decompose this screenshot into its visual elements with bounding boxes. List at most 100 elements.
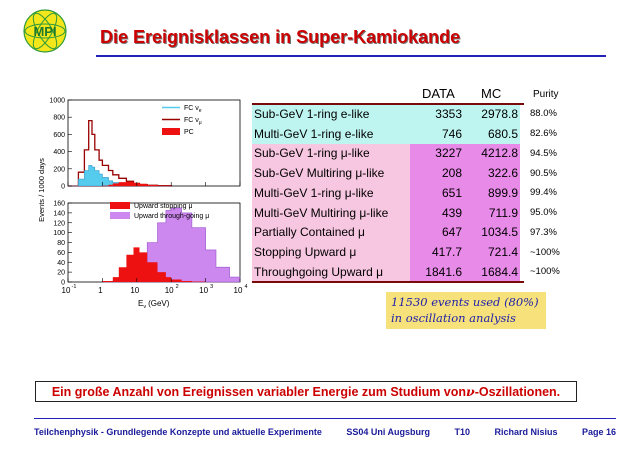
legend-label: FC νe	[184, 105, 202, 114]
y-tick-label: 120	[53, 220, 65, 227]
y-tick-label: 800	[53, 115, 65, 122]
row-data-value: 3227	[410, 143, 466, 164]
row-label: Stopping Upward μ	[252, 242, 410, 262]
y-tick-label: 1000	[49, 98, 65, 105]
x-tick-label: 10	[199, 286, 208, 295]
legend-label: Upward stopping μ	[134, 203, 193, 210]
footer-author: Richard Nisius	[494, 427, 558, 437]
row-purity-value: ~100%	[530, 266, 560, 278]
table-row: Sub-GeV 1-ring e-like 3353 2978.8 88.0%	[252, 104, 624, 124]
row-purity-value: 95.0%	[530, 207, 557, 219]
row-data-value: 3353	[410, 104, 466, 124]
row-mc-value: 4212.8	[466, 143, 520, 164]
row-mc-value: 322.6	[466, 163, 520, 183]
x-tick-label: 10	[165, 286, 174, 295]
row-purity-value: 94.5%	[530, 147, 557, 159]
row-mc-value: 680.5	[466, 123, 520, 144]
row-purity-value: 88.0%	[530, 108, 557, 120]
x-tick-label: 1	[98, 286, 103, 295]
table-row: Multi-GeV 1-ring e-like 746 680.5 82.6%	[252, 123, 624, 144]
y-tick-label: 0	[61, 280, 65, 287]
legend-label-main: FC ν	[184, 117, 199, 124]
y-axis-label: Events / 1000 days	[37, 158, 46, 222]
banner-text-after: -Oszillationen.	[474, 384, 561, 399]
row-data-value: 647	[410, 222, 466, 243]
row-label: Multi-GeV 1-ring e-like	[252, 123, 410, 144]
row-data-value: 1841.6	[410, 262, 466, 282]
row-label: Sub-GeV 1-ring e-like	[252, 104, 410, 124]
table-body: Sub-GeV 1-ring e-like 3353 2978.8 88.0% Mult…	[252, 103, 624, 283]
x-axis-label-unit: (GeV)	[148, 299, 170, 308]
x-tick-exponent: 4	[244, 284, 247, 290]
column-header-mc: MC	[481, 86, 502, 101]
footer-semester: SS04 Uni Augsburg	[346, 427, 431, 437]
row-data-value: 439	[410, 202, 466, 223]
y-tick-label: 600	[53, 132, 65, 139]
row-mc-value: 2978.8	[466, 104, 520, 124]
y-tick-label: 100	[53, 230, 65, 237]
row-data-value: 746	[410, 123, 466, 144]
series-pc	[68, 181, 172, 186]
x-tick-exponent: 2	[176, 284, 179, 290]
row-mc-value: 1034.5	[466, 222, 520, 243]
summary-banner: Ein große Anzahl von Ereignissen variabl…	[35, 381, 577, 402]
title-divider	[96, 55, 606, 57]
table-row: Sub-GeV Multiring μ-like 208 322.6 90.5%	[252, 163, 624, 183]
row-data-value: 208	[410, 163, 466, 183]
table-row: Stopping Upward μ 417.7 721.4 ~100%	[252, 242, 624, 262]
series-upward-stopping	[102, 247, 241, 282]
y-tick-label: 400	[53, 149, 65, 156]
legend-swatch	[110, 212, 130, 219]
logo-text: MPI	[33, 24, 56, 39]
row-purity-value: ~100%	[530, 246, 560, 258]
x-tick-label: 10	[234, 286, 243, 295]
banner-text-before: Ein große Anzahl von Ereignissen variabl…	[51, 384, 467, 399]
x-tick-label: 10	[62, 286, 71, 295]
page-title: Die Ereignisklassen in Super-Kamiokande	[100, 27, 461, 47]
row-data-value: 651	[410, 183, 466, 203]
x-tick-exponent: 3	[210, 284, 213, 290]
row-purity-value: 99.4%	[530, 187, 557, 199]
table-row: Partially Contained μ 647 1034.5 97.3%	[252, 222, 624, 243]
row-purity-value: 97.3%	[530, 226, 557, 238]
note-line-1: 11530 events used (80%)	[391, 295, 539, 309]
row-label: Partially Contained μ	[252, 222, 410, 243]
events-used-note: 11530 events used (80%) in oscillation a…	[386, 292, 546, 329]
event-class-table: DATA MC Purity Sub-GeV 1-ring e-like 3353…	[252, 86, 624, 283]
legend-swatch	[162, 128, 180, 135]
y-tick-label: 20	[57, 270, 65, 277]
row-purity-value: 82.6%	[530, 128, 557, 140]
mpi-logo: MPI	[23, 9, 67, 53]
footer: Teilchenphysik - Grundlegende Konzepte u…	[34, 427, 616, 437]
table-row: Sub-GeV 1-ring μ-like 3227 4212.8 94.5%	[252, 143, 624, 164]
row-label: Throughgoing Upward μ	[252, 262, 410, 282]
footer-divider	[34, 418, 616, 419]
footer-page: Page 16	[581, 427, 616, 437]
legend-label: FC νμ	[184, 117, 202, 126]
table-top-rule	[252, 103, 524, 105]
table-row: Throughgoing Upward μ 1841.6 1684.4 ~100%	[252, 262, 624, 282]
table-row: Multi-GeV Multiring μ-like 439 711.9 95.0%	[252, 202, 624, 223]
table-row: Multi-GeV 1-ring μ-like 651 899.9 99.4%	[252, 183, 624, 203]
row-label: Multi-GeV 1-ring μ-like	[252, 183, 410, 203]
legend-swatch	[110, 202, 130, 209]
row-mc-value: 899.9	[466, 183, 520, 203]
row-label: Sub-GeV 1-ring μ-like	[252, 143, 410, 164]
note-line-2: in oscillation analysis	[391, 311, 516, 325]
row-mc-value: 721.4	[466, 242, 520, 262]
y-tick-label: 140	[53, 210, 65, 217]
banner-nu-symbol: ν	[466, 384, 475, 399]
row-label: Multi-GeV Multiring μ-like	[252, 202, 410, 223]
row-mc-value: 1684.4	[466, 262, 520, 282]
legend-label-main: FC ν	[184, 105, 199, 112]
footer-course: Teilchenphysik - Grundlegende Konzepte u…	[34, 427, 322, 437]
legend-label-sub: μ	[199, 120, 202, 126]
energy-histograms: 1000800600400200016014012010080604020010…	[37, 98, 248, 311]
legend-label-sub: e	[199, 108, 202, 114]
x-axis-label: Eν (GeV)	[138, 299, 170, 310]
y-tick-label: 40	[57, 260, 65, 267]
x-axis-label-main: E	[138, 299, 143, 308]
row-mc-value: 711.9	[466, 202, 520, 223]
y-tick-label: 200	[53, 166, 65, 173]
y-tick-label: 160	[53, 201, 65, 208]
